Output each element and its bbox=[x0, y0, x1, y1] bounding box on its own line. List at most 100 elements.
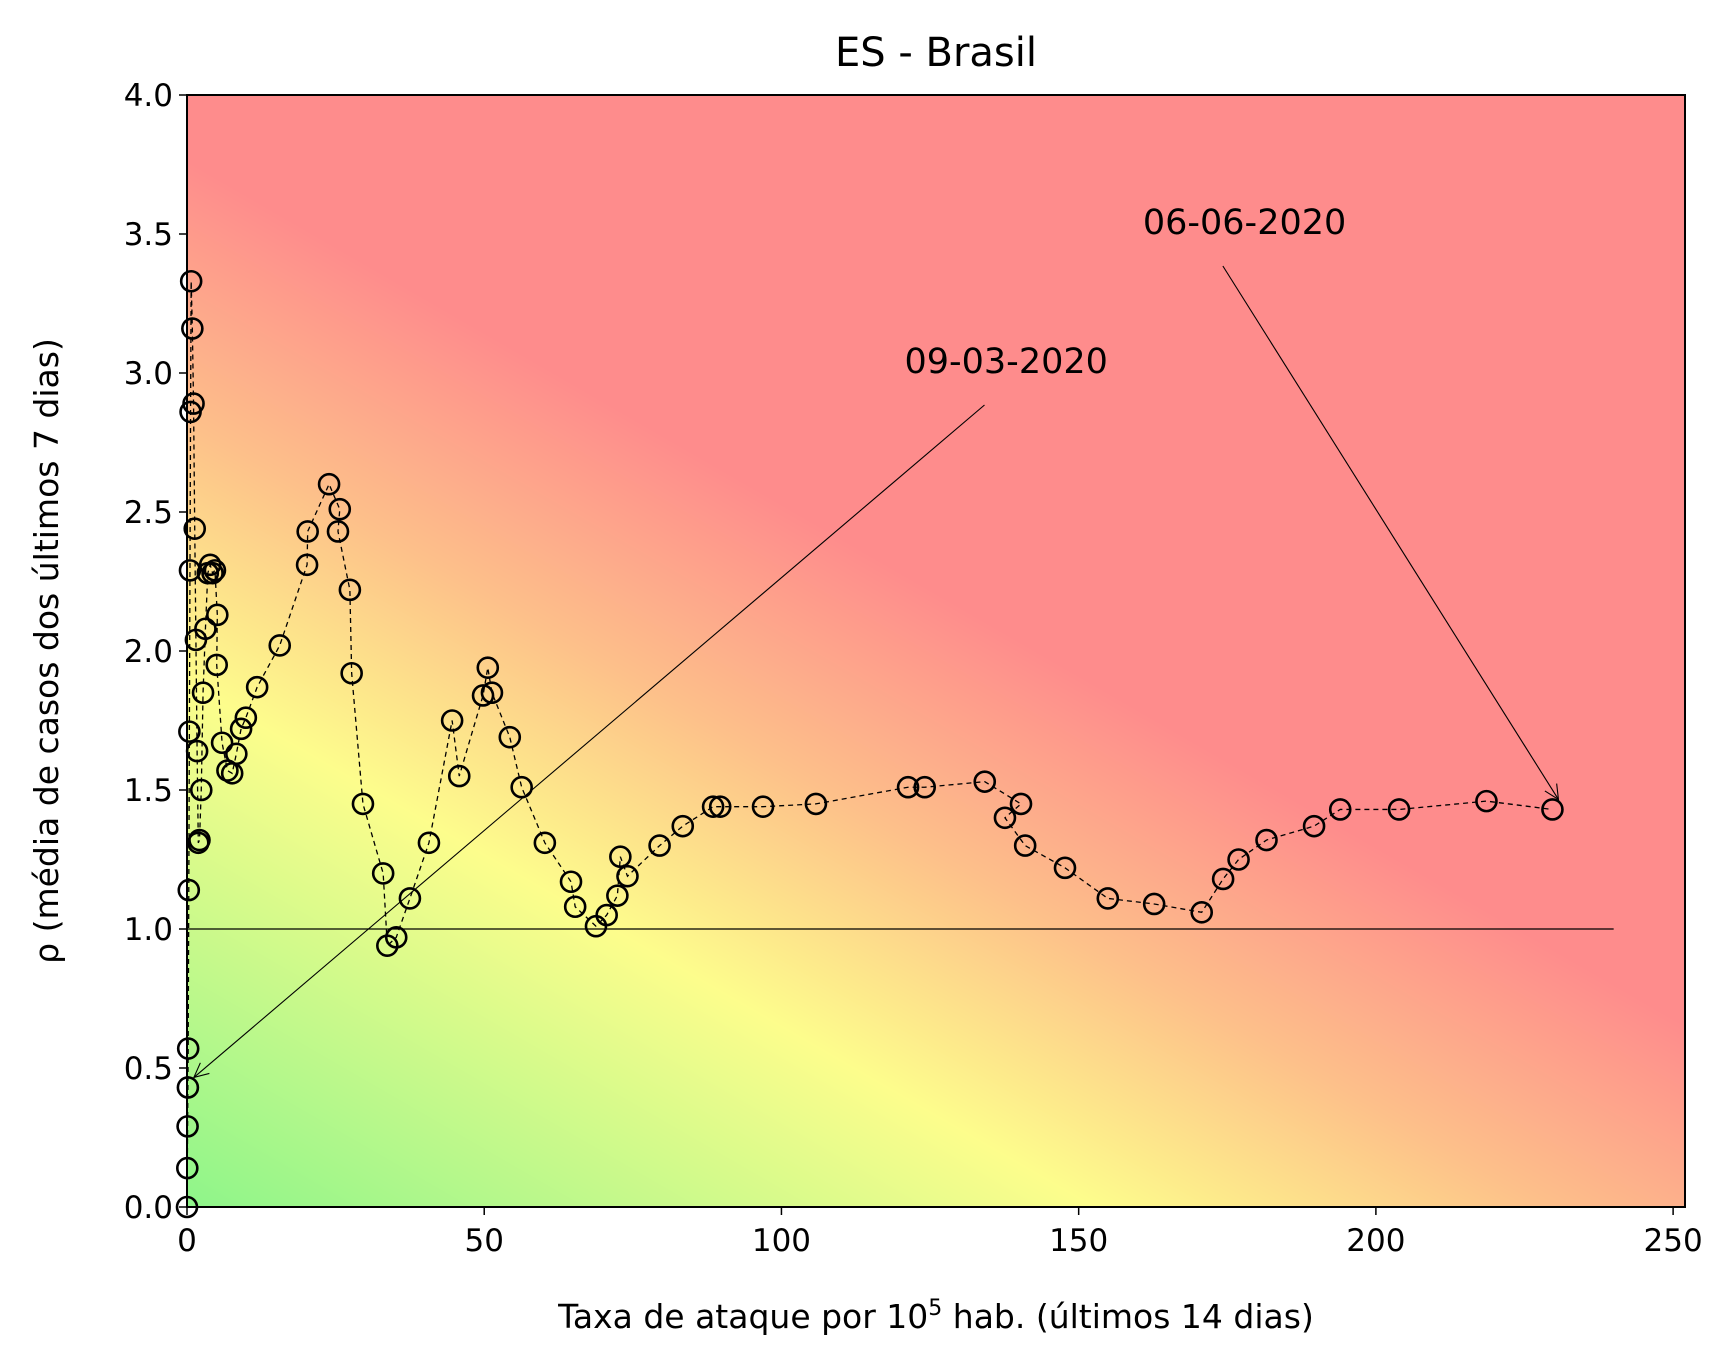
data-point bbox=[1096, 887, 1120, 910]
data-point bbox=[973, 770, 997, 793]
data-point bbox=[804, 792, 828, 816]
data-point bbox=[189, 778, 213, 802]
y-tick-label: 0.5 bbox=[124, 1051, 173, 1087]
data-point bbox=[206, 603, 229, 627]
y-tick-label: 2.0 bbox=[124, 634, 173, 670]
data-point bbox=[1475, 789, 1498, 813]
data-point bbox=[194, 617, 217, 641]
data-point bbox=[1053, 856, 1077, 880]
x-tick-label: 0 bbox=[177, 1223, 197, 1259]
data-point bbox=[384, 926, 408, 949]
data-point bbox=[183, 517, 207, 540]
data-point bbox=[671, 814, 695, 838]
y-tick-label: 3.5 bbox=[124, 217, 173, 253]
data-point bbox=[447, 764, 471, 788]
chart-title: ES - Brasil bbox=[835, 30, 1037, 76]
data-point bbox=[913, 775, 937, 799]
x-axis-label-superscript: 5 bbox=[928, 1296, 942, 1321]
data-point bbox=[225, 742, 248, 766]
data-point bbox=[609, 845, 632, 869]
data-point bbox=[595, 903, 618, 927]
data-point bbox=[1387, 798, 1411, 821]
y-tick-label: 4.0 bbox=[124, 78, 173, 114]
data-point bbox=[510, 775, 533, 799]
data-point bbox=[398, 887, 422, 910]
x-axis-label-main: Taxa de ataque por 10 bbox=[557, 1297, 928, 1336]
data-point bbox=[417, 831, 441, 855]
data-point bbox=[245, 675, 269, 699]
data-point bbox=[191, 681, 215, 705]
x-tick-label: 150 bbox=[1049, 1223, 1108, 1259]
y-tick-label: 1.0 bbox=[124, 912, 173, 948]
data-point bbox=[268, 634, 292, 657]
data-point bbox=[1328, 798, 1352, 821]
data-point bbox=[210, 731, 234, 755]
data-point bbox=[179, 269, 203, 293]
x-axis-ticks: 0 50 100 150 200 250 bbox=[177, 1207, 1703, 1259]
data-point bbox=[340, 661, 363, 685]
data-point bbox=[328, 497, 352, 521]
y-tick-label: 3.0 bbox=[124, 356, 173, 392]
data-point bbox=[498, 725, 522, 749]
data-point bbox=[338, 578, 362, 602]
risk-gradient-image bbox=[187, 95, 1685, 1207]
data-point bbox=[1190, 901, 1214, 924]
annotation-label: 09-03-2020 bbox=[904, 342, 1107, 382]
annotations: 09-03-2020 06-06-2020 bbox=[192, 203, 1560, 1079]
data-point bbox=[1211, 867, 1235, 891]
data-point bbox=[1302, 814, 1326, 838]
x-tick-label: 100 bbox=[752, 1223, 811, 1259]
y-axis-ticks: 0.0 0.5 1.0 1.5 2.0 2.5 3.0 3.5 4.0 bbox=[124, 78, 187, 1226]
annotation-arrow-head bbox=[1544, 783, 1560, 801]
y-tick-label: 1.5 bbox=[124, 773, 173, 809]
data-point bbox=[205, 653, 229, 677]
data-point bbox=[229, 717, 253, 741]
y-tick-label: 0.0 bbox=[124, 1190, 173, 1226]
data-point bbox=[476, 656, 500, 679]
annotation-arrow-head bbox=[192, 1062, 210, 1079]
annotation-arrow-line bbox=[193, 404, 985, 1078]
data-point bbox=[1541, 798, 1564, 821]
data-point bbox=[440, 709, 464, 732]
annotation-label: 06-06-2020 bbox=[1143, 203, 1346, 243]
data-point bbox=[471, 684, 495, 707]
data-point bbox=[896, 775, 920, 799]
data-point bbox=[480, 681, 504, 705]
data-point bbox=[182, 392, 205, 415]
x-tick-label: 250 bbox=[1644, 1223, 1703, 1259]
data-point bbox=[1227, 848, 1250, 871]
annotation-arrow-line bbox=[1222, 265, 1559, 800]
data-point bbox=[296, 520, 319, 543]
data-point bbox=[701, 795, 725, 818]
data-point bbox=[326, 520, 350, 543]
data-point bbox=[203, 559, 227, 582]
data-point bbox=[751, 795, 775, 818]
data-point bbox=[533, 831, 557, 855]
data-point bbox=[606, 884, 629, 907]
x-axis-label-suffix: hab. (últimos 14 dias) bbox=[942, 1297, 1314, 1336]
data-point bbox=[616, 864, 639, 888]
data-point bbox=[648, 834, 671, 857]
data-point bbox=[176, 1037, 200, 1060]
data-point bbox=[181, 317, 204, 340]
series-markers bbox=[175, 269, 1564, 1219]
data-point bbox=[351, 792, 375, 816]
x-tick-label: 200 bbox=[1346, 1223, 1405, 1259]
data-point bbox=[559, 870, 583, 894]
data-point bbox=[1142, 892, 1166, 916]
data-point bbox=[234, 706, 258, 730]
risk-gradient-background bbox=[187, 95, 1685, 1207]
data-point bbox=[993, 806, 1017, 830]
data-point bbox=[371, 862, 395, 885]
data-point bbox=[1009, 792, 1033, 816]
data-point bbox=[317, 472, 341, 496]
data-point bbox=[563, 895, 587, 919]
data-point bbox=[188, 828, 211, 852]
y-axis-label: ρ (média de casos dos últimos 7 dias) bbox=[27, 338, 66, 964]
data-point bbox=[178, 559, 202, 582]
data-point bbox=[178, 720, 201, 743]
y-tick-label: 2.5 bbox=[124, 495, 173, 531]
data-point bbox=[177, 878, 201, 902]
x-tick-label: 50 bbox=[464, 1223, 503, 1259]
